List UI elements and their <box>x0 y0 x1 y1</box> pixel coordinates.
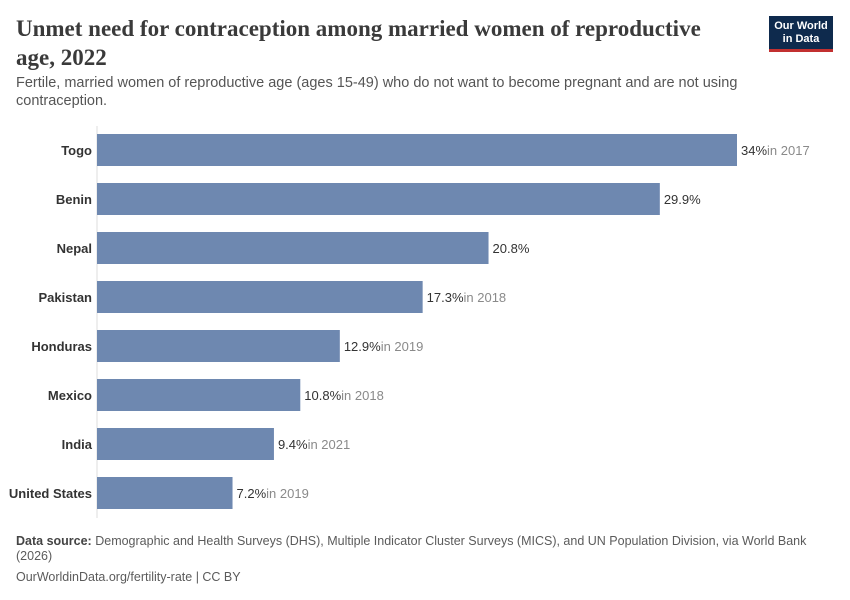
value-text: 7.2% <box>237 486 267 501</box>
year-note: in 2021 <box>308 437 351 452</box>
value-text: 20.8% <box>493 241 530 256</box>
year-note: in 2019 <box>266 486 309 501</box>
category-label: Mexico <box>48 388 92 403</box>
data-source: Data source: Demographic and Health Surv… <box>16 534 826 564</box>
logo-line-1: Our World <box>774 20 828 32</box>
category-label: India <box>62 437 93 452</box>
year-note: in 2018 <box>464 290 507 305</box>
category-label: United States <box>9 486 92 501</box>
category-label: Nepal <box>57 241 92 256</box>
value-label: 20.8% <box>493 241 530 256</box>
bar <box>97 183 660 215</box>
value-text: 34% <box>741 143 767 158</box>
bar <box>97 330 340 362</box>
value-label: 9.4%in 2021 <box>278 437 350 452</box>
value-label: 17.3%in 2018 <box>427 290 507 305</box>
logo-line-2: in Data <box>782 33 820 45</box>
data-source-label: Data source: <box>16 534 92 548</box>
data-source-text: Demographic and Health Surveys (DHS), Mu… <box>16 534 807 563</box>
year-note: in 2018 <box>341 388 384 403</box>
source-url[interactable]: OurWorldinData.org/fertility-rate | CC B… <box>16 570 241 584</box>
value-text: 29.9% <box>664 192 701 207</box>
value-text: 9.4% <box>278 437 308 452</box>
value-label: 29.9% <box>664 192 701 207</box>
bar <box>97 134 737 166</box>
bar <box>97 232 489 264</box>
bar <box>97 428 274 460</box>
chart-title: Unmet need for contraception among marri… <box>16 16 701 70</box>
bar <box>97 281 423 313</box>
year-note: in 2017 <box>767 143 810 158</box>
category-label: Pakistan <box>39 290 93 305</box>
value-label: 10.8%in 2018 <box>304 388 384 403</box>
category-label: Honduras <box>31 339 92 354</box>
bar-chart: Togo 34%in 2017 Benin 29.9% Nepal 20.8% Pakist… <box>9 126 810 518</box>
value-label: 34%in 2017 <box>741 143 810 158</box>
value-label: 7.2%in 2019 <box>237 486 309 501</box>
bar <box>97 477 233 509</box>
category-label: Benin <box>56 192 92 207</box>
category-label: Togo <box>61 143 92 158</box>
chart-subtitle: Fertile, married women of reproductive a… <box>16 75 738 109</box>
value-text: 17.3% <box>427 290 464 305</box>
bar <box>97 379 301 411</box>
value-text: 12.9% <box>344 339 381 354</box>
value-label: 12.9%in 2019 <box>344 339 424 354</box>
owid-logo[interactable]: Our World in Data <box>769 16 833 52</box>
value-text: 10.8% <box>304 388 341 403</box>
year-note: in 2019 <box>381 339 424 354</box>
